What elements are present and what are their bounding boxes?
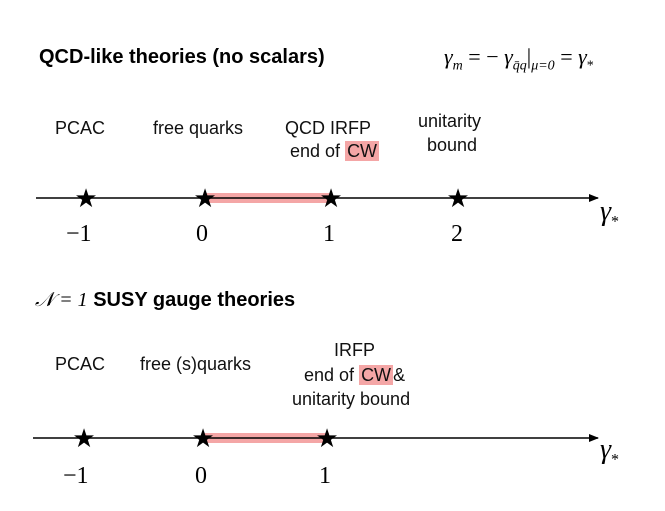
- top-label-free-quarks: free quarks: [153, 118, 244, 138]
- bottom-axis-sub: *: [611, 451, 620, 469]
- top-star-minus1: ★: [74, 184, 97, 214]
- bottom-title-math: 𝒩 = 1: [35, 289, 88, 311]
- bottom-star-1: ★: [315, 424, 338, 454]
- top-formula: γm = − γq̄q|μ=0 = γ*: [444, 44, 594, 74]
- formula-eq2: =: [560, 44, 573, 69]
- gamma-qq-sub: q̄q: [512, 58, 527, 74]
- bottom-tick-minus1: −1: [63, 463, 89, 489]
- top-tick-2: 2: [451, 221, 463, 247]
- top-axis-sub: *: [611, 213, 620, 231]
- formula-mu-sub: μ=0: [531, 58, 555, 74]
- bottom-amp: &: [393, 365, 406, 385]
- top-label-qcd-irfp: QCD IRFP: [285, 118, 372, 138]
- top-label-pcac: PCAC: [55, 118, 106, 138]
- top-label-end-of-cw: end of CW: [290, 140, 380, 162]
- formula-restrict: |: [526, 44, 532, 69]
- bottom-axis-gamma: γ: [600, 434, 612, 465]
- top-end-of-text: end of: [290, 141, 341, 161]
- top-tick-minus1: −1: [66, 221, 92, 247]
- bottom-label-pcac: PCAC: [55, 354, 106, 374]
- gamma-star-sub: *: [586, 58, 594, 74]
- gamma-star: γ: [578, 44, 587, 69]
- bottom-tick-1: 1: [319, 463, 331, 489]
- top-axis-gamma-star: γ*: [600, 196, 619, 232]
- bottom-title: 𝒩 = 1 SUSY gauge theories: [35, 289, 295, 312]
- top-star-0: ★: [193, 184, 216, 214]
- top-cw-highlight: CW: [345, 141, 380, 161]
- top-label-unitarity: unitarity: [418, 111, 482, 131]
- top-tick-0: 0: [196, 221, 208, 247]
- bottom-title-text: SUSY gauge theories: [93, 289, 296, 311]
- top-label-bound: bound: [427, 135, 478, 155]
- gamma-m: γ: [444, 44, 453, 69]
- top-axis-gamma: γ: [600, 196, 612, 227]
- top-title: QCD-like theories (no scalars): [39, 46, 325, 68]
- top-star-2: ★: [446, 184, 469, 214]
- bottom-label-irfp: IRFP: [334, 340, 376, 360]
- bottom-star-0: ★: [191, 424, 214, 454]
- bottom-tick-0: 0: [195, 463, 207, 489]
- bottom-label-end-of-cw: end of CW &: [304, 364, 405, 386]
- bottom-label-unitarity-bound: unitarity bound: [292, 389, 411, 409]
- gamma-qq: γ: [504, 44, 513, 69]
- bottom-label-free-squarks: free (s)quarks: [140, 354, 252, 374]
- gamma-m-sub: m: [452, 58, 463, 74]
- top-star-1: ★: [319, 184, 342, 214]
- bottom-axis-gamma-star: γ*: [600, 434, 619, 470]
- bottom-cw-highlight: CW: [359, 365, 394, 385]
- formula-eq1: = −: [468, 44, 499, 69]
- bottom-end-of-text: end of: [304, 365, 355, 385]
- bottom-star-minus1: ★: [72, 424, 95, 454]
- top-tick-1: 1: [323, 221, 335, 247]
